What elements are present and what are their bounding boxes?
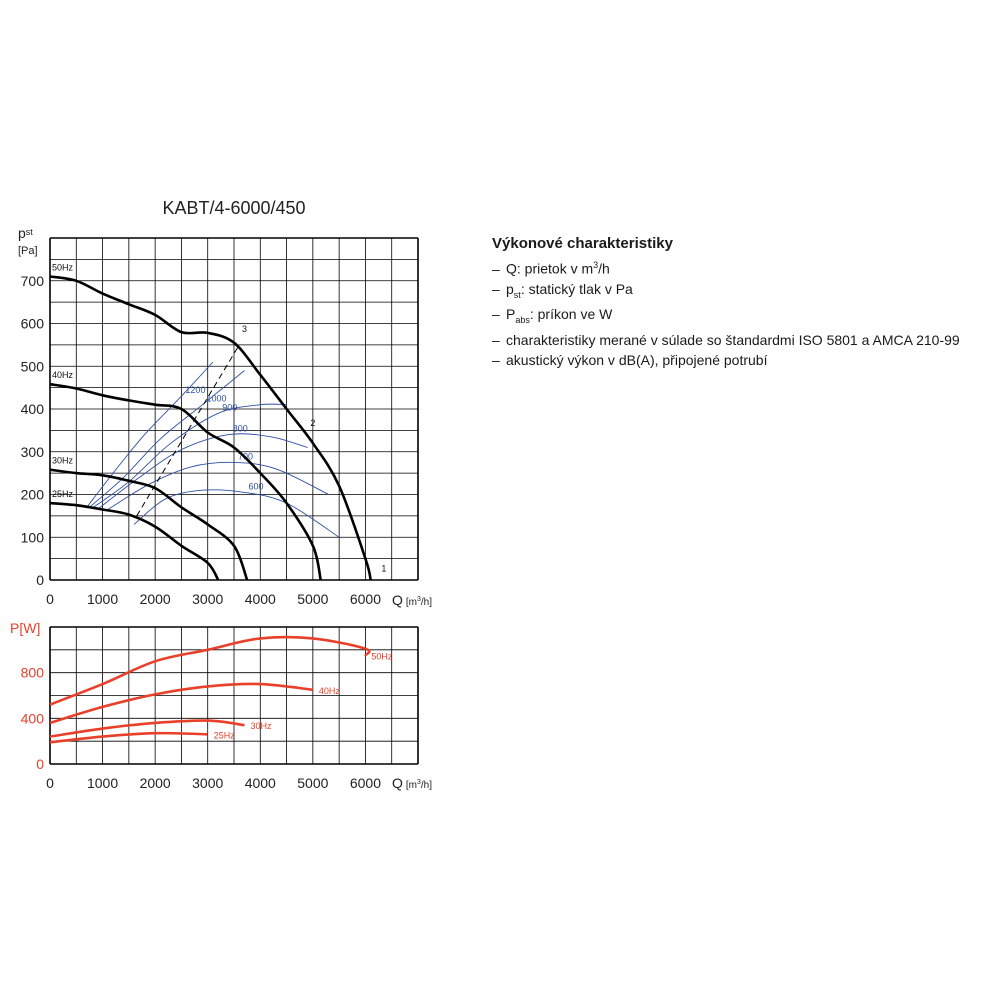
legend-item-acoustic: – akustický výkon v dB(A), připojené potr… [492, 352, 768, 369]
tick-label: 4000 [245, 591, 276, 607]
tick-label: 0 [36, 572, 44, 588]
chart-title: KABT/4-6000/450 [162, 198, 305, 218]
tick-label: 2000 [140, 591, 171, 607]
tick-label: 4000 [245, 775, 276, 791]
curve-number-label: 2 [310, 418, 315, 428]
power-series-25Hz [49, 731, 208, 744]
pressure-series: 50Hz 40Hz 30Hz 25Hz 1 2 3 [49, 262, 386, 581]
isoline-1200 [86, 361, 214, 508]
legend-item-standards: – charakteristiky merané v súlade so štan… [492, 332, 960, 349]
series-label: 25Hz [52, 489, 74, 499]
tick-label: 3000 [192, 591, 223, 607]
series-label: 30Hz [52, 456, 74, 466]
isoline-600 [133, 489, 340, 538]
series-label: 25Hz [214, 730, 236, 740]
isoline-900 [91, 403, 287, 509]
legend: Výkonové charakteristiky – Q: prietok v m… [492, 235, 992, 370]
tick-label: 5000 [297, 775, 328, 791]
pressure-series-40Hz [49, 382, 322, 581]
power-series-30Hz [49, 719, 245, 738]
tick-label: 1000 [87, 591, 118, 607]
legend-title: Výkonové charakteristiky [492, 235, 673, 252]
pressure-x-axis-label: Q [m3/h] [392, 592, 432, 608]
legend-item-flow: – Q: prietok v m3/h [492, 260, 610, 277]
curve-number-label: 3 [242, 324, 247, 334]
pressure-series-50Hz [49, 275, 372, 581]
isoline-label: 1200 [185, 385, 205, 395]
tick-label: 0 [36, 756, 44, 772]
tick-label: 100 [21, 529, 45, 545]
pressure-axis-label: pst [18, 225, 33, 241]
tick-label: 500 [21, 358, 45, 374]
isoline-700 [107, 461, 329, 510]
tick-label: 1000 [87, 775, 118, 791]
tick-label: 2000 [140, 775, 171, 791]
tick-label: 0 [46, 775, 54, 791]
tick-label: 300 [21, 444, 45, 460]
pressure-ticks: 0 1000 2000 3000 4000 5000 6000 0 100 200 300 400 50… [21, 273, 382, 607]
pressure-grid [49, 237, 419, 581]
series-label: 40Hz [319, 686, 341, 696]
isoline-label: 600 [249, 481, 264, 491]
legend-item-power: – Pabs: príkon ve W [492, 306, 613, 326]
series-label: 30Hz [251, 721, 273, 731]
tick-label: 700 [21, 273, 45, 289]
pressure-series-25Hz [49, 501, 220, 581]
power-axis-label: P[W] [10, 620, 40, 636]
isoline-label: 1000 [206, 394, 226, 404]
series-label: 50Hz [371, 652, 393, 662]
series-label: 40Hz [52, 370, 74, 380]
isoline-label: 800 [233, 424, 248, 434]
pressure-unit-label: [Pa] [18, 245, 38, 257]
tick-label: 5000 [297, 591, 328, 607]
power-ticks: 0 1000 2000 3000 4000 5000 6000 0 400 800 [21, 665, 382, 791]
series-label: 50Hz [52, 262, 74, 272]
tick-label: 600 [21, 316, 45, 332]
power-series-40Hz [49, 682, 314, 725]
curve-number-label: 1 [381, 563, 386, 573]
tick-label: 6000 [350, 775, 381, 791]
power-x-axis-label: Q [m3/h] [392, 775, 432, 791]
tick-label: 3000 [192, 775, 223, 791]
isoline-1000 [89, 370, 245, 508]
tick-label: 400 [21, 710, 45, 726]
legend-item-pressure: – pst: statický tlak v Pa [492, 280, 633, 300]
isoline-800 [97, 433, 308, 510]
isoline-label: 900 [222, 402, 237, 412]
tick-label: 400 [21, 401, 45, 417]
pressure-series-30Hz [49, 468, 249, 581]
tick-label: 0 [46, 591, 54, 607]
power-series-50Hz [49, 635, 371, 706]
tick-label: 800 [21, 665, 45, 681]
tick-label: 6000 [350, 591, 381, 607]
power-series: 50Hz 40Hz 30Hz 25Hz [49, 635, 393, 744]
tick-label: 200 [21, 487, 45, 503]
